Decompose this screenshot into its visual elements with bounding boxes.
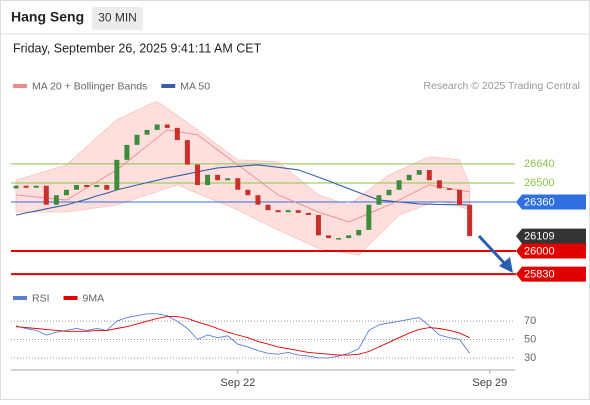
candle [457,189,463,205]
candle [194,164,200,186]
forecast-arrow [477,234,509,268]
legend-swatch [63,296,78,300]
candle [416,170,422,175]
candle [144,129,150,135]
ma-line [15,129,470,223]
price-label: 25830 [524,269,555,281]
price-label: 26109 [524,231,555,243]
candle [436,180,442,189]
y-tick-label: 70 [524,315,536,327]
credit: Research © 2025 Trading Central [423,80,580,92]
legend-label: RSI [32,292,50,304]
price-label: 26000 [524,245,555,257]
price-label: 26500 [524,177,555,189]
candle [467,204,473,237]
candle [184,140,190,165]
candle [53,195,59,205]
candle [446,188,452,190]
title: Hang Seng [11,9,84,25]
datetime: Friday, September 26, 2025 9:41:11 AM CE… [13,41,262,55]
ma-line [15,164,470,216]
candle [396,180,402,190]
candle [356,229,362,236]
candle [315,214,321,236]
candle [225,178,231,181]
candle [104,185,110,190]
candle [215,174,221,181]
candle [134,134,140,145]
price-label-box [516,228,586,244]
price-label: 26360 [524,196,555,208]
legend-label: 9MA [83,292,105,304]
candle [23,185,29,188]
candle [305,212,311,215]
candle [275,210,281,213]
candle [33,185,39,188]
candle [245,189,251,196]
candle [255,195,261,205]
y-tick-label: 50 [524,333,536,345]
candle [376,195,382,205]
candle [426,170,432,181]
price-label-box [516,243,586,259]
candle [326,235,332,239]
candle [74,185,80,190]
legend-label: MA 50 [180,80,210,92]
candle [235,178,241,190]
candle [366,204,372,230]
legend-swatch [161,84,176,88]
candle [154,124,160,130]
candle [164,124,170,128]
price-label: 26640 [524,158,555,170]
legend-label: MA 20 + Bollinger Bands [32,80,147,92]
x-tick-label: Sep 29 [472,377,507,389]
interval: 30 MIN [98,11,137,25]
candle [114,159,120,190]
candle [13,185,19,189]
candle [285,210,291,213]
candle [295,210,301,213]
legend-swatch [13,296,27,300]
y-tick-label: 30 [524,352,536,364]
candle [94,185,100,188]
candle [63,189,69,196]
forecast-arrowhead [499,257,513,273]
legend-swatch [13,84,27,88]
candle [43,185,49,205]
x-tick-label: Sep 22 [220,377,255,389]
candle [84,185,90,188]
indicator-line [15,316,470,356]
candle [346,235,352,239]
price-label-box [516,266,586,282]
candle [336,238,342,240]
candle [265,204,271,211]
indicator-line [15,313,470,359]
price-label-box [516,194,586,210]
candle [205,174,211,186]
interval-badge [92,7,143,30]
candle [406,174,412,181]
candle [174,127,180,141]
candle [124,144,130,160]
candle [386,189,392,196]
